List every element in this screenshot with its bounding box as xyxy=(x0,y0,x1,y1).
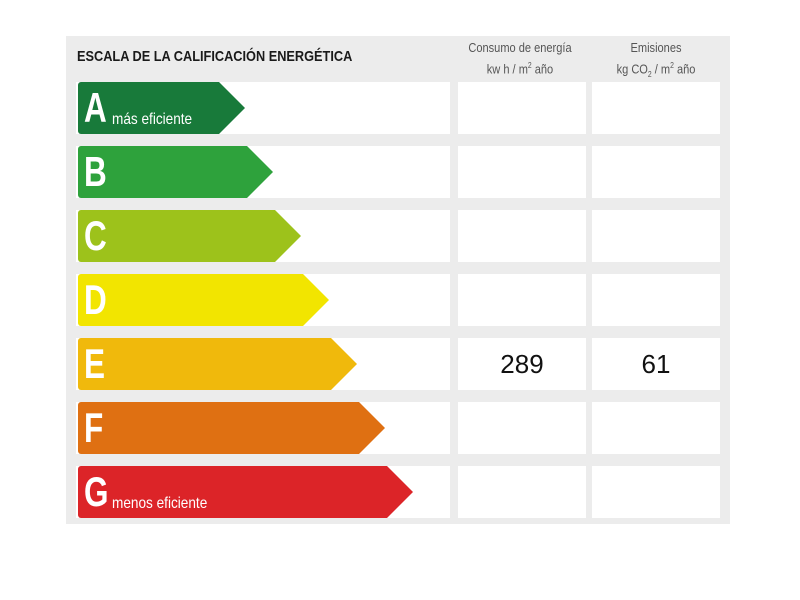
consumo-cell xyxy=(458,210,586,262)
rating-letter: G xyxy=(84,468,109,515)
rating-letter: E xyxy=(84,340,106,387)
rating-sublabel: menos eficiente xyxy=(112,495,208,512)
label-title: ESCALA DE LA CALIFICACIÓN ENERGÉTICA xyxy=(77,48,353,65)
consumo-cell xyxy=(458,402,586,454)
rating-arrow-d: D xyxy=(78,274,329,326)
header-consumo: Consumo de energía kw h / m2 año xyxy=(466,39,575,78)
emisiones-cell xyxy=(592,210,720,262)
rating-letter: A xyxy=(84,84,107,131)
emisiones-cell xyxy=(592,466,720,518)
rating-arrow-a: A más eficiente xyxy=(78,82,245,134)
header-emisiones-line1: Emisiones xyxy=(630,40,682,55)
emisiones-cell xyxy=(592,274,720,326)
header-emisiones: Emisiones kg CO2 / m2 año xyxy=(602,39,711,84)
consumo-cell xyxy=(458,274,586,326)
rating-letter: D xyxy=(84,276,107,323)
consumo-cell xyxy=(458,146,586,198)
rating-letter: B xyxy=(84,148,107,195)
rating-arrow-c: C xyxy=(78,210,301,262)
consumo-cell xyxy=(458,466,586,518)
header-emisiones-unit: kg CO2 / m2 año xyxy=(616,61,696,79)
rating-arrow-g: G menos eficiente xyxy=(78,466,413,518)
rating-arrow-f: F xyxy=(78,402,385,454)
rating-arrow-e: E xyxy=(78,338,357,390)
emisiones-cell xyxy=(592,402,720,454)
header-consumo-line1: Consumo de energía xyxy=(468,40,572,55)
rating-letter: C xyxy=(84,212,107,259)
consumo-cell xyxy=(458,82,586,134)
rating-arrow-b: B xyxy=(78,146,273,198)
consumo-cell: 289 xyxy=(458,338,586,390)
rating-sublabel: más eficiente xyxy=(112,111,193,128)
emisiones-cell xyxy=(592,82,720,134)
header-consumo-unit: kw h / m2 año xyxy=(486,61,554,77)
rating-letter: F xyxy=(84,404,104,451)
emisiones-cell: 61 xyxy=(592,338,720,390)
emisiones-cell xyxy=(592,146,720,198)
